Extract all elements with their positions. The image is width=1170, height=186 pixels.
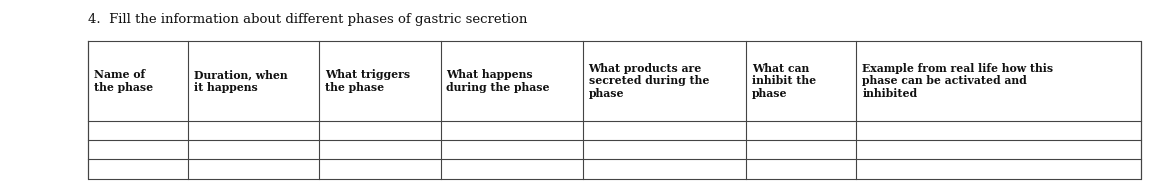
Text: What can
inhibit the
phase: What can inhibit the phase <box>752 62 815 99</box>
Text: Example from real life how this
phase can be activated and
inhibited: Example from real life how this phase ca… <box>862 62 1053 99</box>
Text: 4.  Fill the information about different phases of gastric secretion: 4. Fill the information about different … <box>88 13 528 26</box>
Text: What happens
during the phase: What happens during the phase <box>447 69 550 93</box>
Text: What products are
secreted during the
phase: What products are secreted during the ph… <box>589 62 709 99</box>
Text: Name of
the phase: Name of the phase <box>94 69 153 93</box>
Text: What triggers
the phase: What triggers the phase <box>325 69 411 93</box>
Text: Duration, when
it happens: Duration, when it happens <box>194 69 288 93</box>
